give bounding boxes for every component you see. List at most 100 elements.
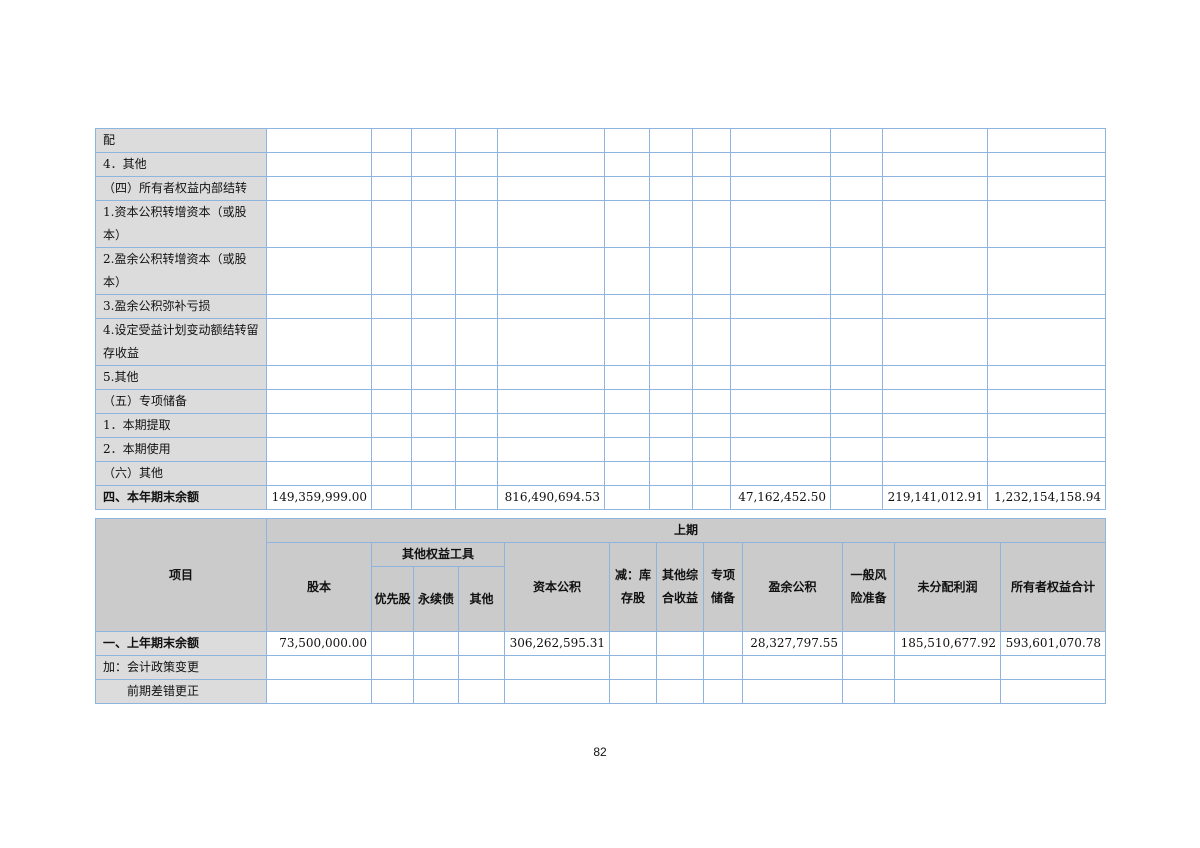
header-special-reserve: 专项储备 <box>703 542 743 632</box>
value-cell <box>830 128 883 153</box>
value-cell <box>830 176 883 201</box>
value-cell <box>830 461 883 486</box>
table-row: 5.其他 <box>95 365 1106 390</box>
value-cell <box>999 655 1107 680</box>
value-cell <box>692 247 731 295</box>
table-row: 1．本期提取 <box>95 413 1106 438</box>
value-cell <box>894 679 1001 704</box>
value-cell <box>882 461 988 486</box>
value-cell <box>649 247 693 295</box>
value-cell <box>692 200 731 248</box>
table-row: 2.盈余公积转增资本（或股本） <box>95 247 1106 295</box>
value-cell <box>609 679 657 704</box>
value-cell <box>371 152 412 177</box>
value-cell <box>455 461 498 486</box>
value-cell <box>830 413 883 438</box>
value-cell <box>371 461 412 486</box>
value-cell <box>458 655 505 680</box>
value-cell <box>730 365 831 390</box>
value-cell <box>455 152 498 177</box>
value-cell <box>987 437 1106 462</box>
value-cell: 816,490,694.53 <box>497 485 605 510</box>
value-cell: 73,500,000.00 <box>266 631 372 656</box>
value-cell: 185,510,677.92 <box>894 631 1001 656</box>
header-capital-reserve: 资本公积 <box>504 542 610 632</box>
value-cell <box>882 200 988 248</box>
value-cell <box>649 461 693 486</box>
value-cell <box>692 461 731 486</box>
value-cell: 149,359,999.00 <box>266 485 372 510</box>
value-cell <box>999 679 1107 704</box>
value-cell <box>371 365 412 390</box>
value-cell <box>692 294 731 319</box>
value-cell: 219,141,012.91 <box>882 485 988 510</box>
row-label: 1．本期提取 <box>95 413 267 438</box>
value-cell <box>371 655 414 680</box>
value-cell <box>987 318 1106 366</box>
header-treasury: 减：库存股 <box>609 542 657 632</box>
value-cell <box>411 200 456 248</box>
value-cell <box>692 485 731 510</box>
table-row: 3.盈余公积弥补亏损 <box>95 294 1106 319</box>
table-row: 配 <box>95 128 1106 153</box>
value-cell <box>411 318 456 366</box>
table-row: 4．其他 <box>95 152 1106 177</box>
value-cell <box>266 294 372 319</box>
value-cell <box>371 679 414 704</box>
value-cell <box>411 294 456 319</box>
value-cell <box>497 389 605 414</box>
value-cell <box>830 485 883 510</box>
value-cell <box>455 485 498 510</box>
value-cell <box>455 318 498 366</box>
value-cell <box>266 365 372 390</box>
value-cell <box>742 679 843 704</box>
value-cell <box>411 461 456 486</box>
value-cell <box>649 152 693 177</box>
value-cell <box>455 128 498 153</box>
table-row: 1.资本公积转增资本（或股本） <box>95 200 1106 248</box>
header-general-risk: 一般风险准备 <box>842 542 895 632</box>
table-row: （四）所有者权益内部结转 <box>95 176 1106 201</box>
value-cell <box>266 655 372 680</box>
value-cell <box>692 152 731 177</box>
value-cell <box>455 437 498 462</box>
value-cell <box>455 294 498 319</box>
value-cell <box>830 152 883 177</box>
value-cell <box>497 294 605 319</box>
value-cell <box>458 679 505 704</box>
row-label: 3.盈余公积弥补亏损 <box>95 294 267 319</box>
header-total: 所有者权益合计 <box>999 542 1107 632</box>
header-oci: 其他综合收益 <box>656 542 704 632</box>
row-label: 一、上年期末余额 <box>95 631 267 656</box>
value-cell <box>987 200 1106 248</box>
value-cell <box>411 176 456 201</box>
value-cell <box>604 294 650 319</box>
value-cell <box>497 128 605 153</box>
value-cell <box>371 200 412 248</box>
value-cell <box>730 247 831 295</box>
value-cell <box>987 365 1106 390</box>
value-cell <box>371 437 412 462</box>
value-cell <box>266 679 372 704</box>
row-label: 2．本期使用 <box>95 437 267 462</box>
value-cell <box>742 655 843 680</box>
value-cell <box>371 413 412 438</box>
row-label: 2.盈余公积转增资本（或股本） <box>95 247 267 295</box>
value-cell <box>649 294 693 319</box>
header-other: 其他 <box>458 566 505 632</box>
value-cell <box>497 318 605 366</box>
value-cell <box>604 318 650 366</box>
value-cell <box>842 679 895 704</box>
table-row: 一、上年期末余额 73,500,000.00 306,262,595.31 28,32… <box>95 631 1107 656</box>
table-row: 加：会计政策变更 <box>95 655 1107 680</box>
table-row: （五）专项储备 <box>95 389 1106 414</box>
value-cell <box>604 437 650 462</box>
owners-equity-prior-table: 项目 上期 股本 其他权益工具 资本公积 减：库存股 其他综合收益 专项储备 盈… <box>95 518 1107 704</box>
value-cell <box>649 318 693 366</box>
value-cell <box>649 176 693 201</box>
value-cell <box>604 247 650 295</box>
value-cell <box>371 294 412 319</box>
row-label: （六）其他 <box>95 461 267 486</box>
value-cell <box>830 247 883 295</box>
value-cell <box>411 247 456 295</box>
